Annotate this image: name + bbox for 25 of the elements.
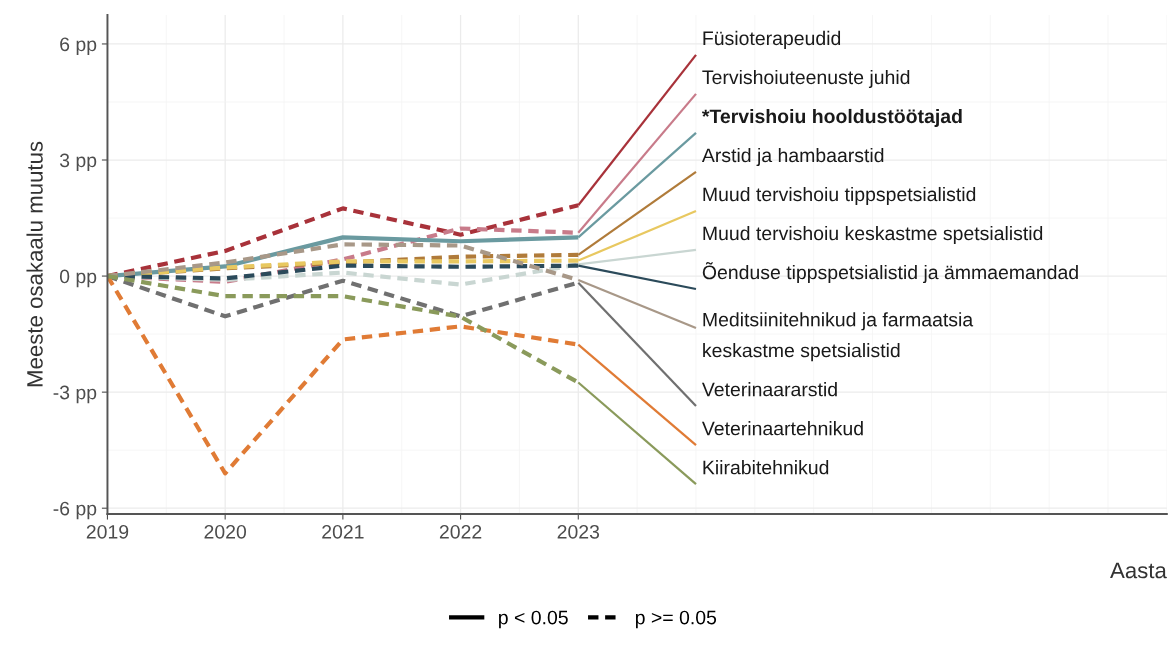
x-tick-label: 2022 <box>439 524 482 539</box>
y-axis-title: Meeste osakaalu muutus <box>26 141 43 387</box>
text: Kiirabitehnikud <box>703 460 829 475</box>
text: Füsioterapeudid <box>703 30 841 49</box>
text: Meditsiinitehnikud ja farmaatsia keskastme spetsialistid <box>703 312 974 362</box>
y-tick-label: 6 pp <box>60 37 97 56</box>
text: Õenduse tippspetsialistid ja ämmaemandad <box>702 262 1078 284</box>
text: Muud tervishoiu tippspetsialistid <box>703 186 976 206</box>
x-tick-label: 2023 <box>557 524 600 539</box>
x-axis-title: Aasta <box>1110 562 1167 579</box>
text: Veterinaartehnikud <box>701 421 863 436</box>
text: Veterinaararstid <box>701 382 837 397</box>
text: *Tervishoiu hooldustöötajad <box>701 108 962 128</box>
text: Muud tervishoiu keskastme spetsialistid <box>703 225 1043 245</box>
legend-label: p >= 0.05 <box>635 610 717 629</box>
text: Tervishoiuteenuste juhid <box>702 69 910 89</box>
x-tick-label: 2019 <box>86 524 129 539</box>
y-tick-label: -3 pp <box>53 385 97 404</box>
x-tick-label: 2021 <box>322 524 364 539</box>
y-tick-label: 3 pp <box>59 153 97 172</box>
y-tick-label: 0 pp <box>59 269 97 288</box>
x-tick-label: 2020 <box>204 524 247 539</box>
y-tick-label: -6 pp <box>53 501 97 520</box>
text: Arstid ja hambaarstid <box>701 147 884 167</box>
legend-label: p < 0.05 <box>499 610 568 629</box>
